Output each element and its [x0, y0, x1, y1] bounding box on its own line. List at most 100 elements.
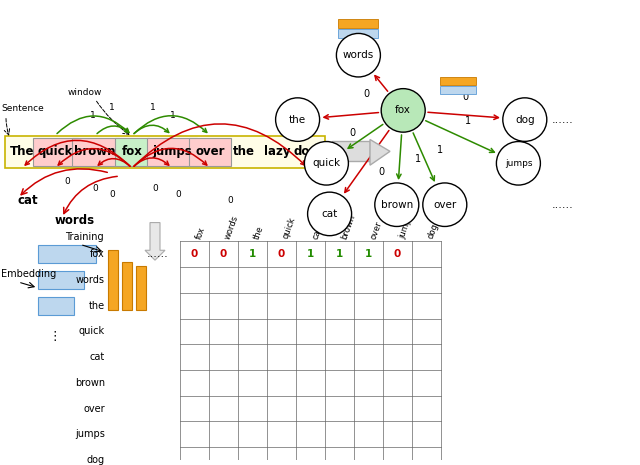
Text: jumps: jumps	[505, 159, 532, 168]
Text: 1: 1	[249, 249, 256, 259]
Text: 0: 0	[278, 249, 285, 259]
Text: 1: 1	[109, 103, 115, 113]
Circle shape	[503, 98, 547, 141]
Text: words: words	[76, 275, 105, 285]
Text: the: the	[253, 224, 266, 240]
Circle shape	[497, 141, 540, 185]
Text: dog: dog	[515, 114, 534, 125]
Text: quick: quick	[312, 158, 340, 168]
Polygon shape	[370, 140, 390, 165]
Circle shape	[337, 33, 380, 77]
Text: 0: 0	[378, 167, 384, 177]
Text: window: window	[68, 87, 102, 97]
Text: cat: cat	[90, 352, 105, 362]
Text: words: words	[223, 214, 241, 240]
Text: ......: ......	[552, 114, 573, 125]
Text: 0: 0	[364, 89, 370, 99]
FancyBboxPatch shape	[440, 86, 476, 94]
Text: lazy: lazy	[264, 146, 291, 159]
FancyArrowPatch shape	[58, 149, 130, 166]
Circle shape	[423, 183, 467, 226]
Text: fox: fox	[195, 225, 207, 240]
Text: 0: 0	[175, 190, 181, 199]
Text: dog: dog	[87, 455, 105, 465]
Circle shape	[375, 183, 419, 226]
Text: 1: 1	[415, 154, 421, 164]
Circle shape	[308, 192, 351, 236]
FancyBboxPatch shape	[339, 19, 378, 28]
FancyBboxPatch shape	[38, 297, 74, 315]
Text: 0: 0	[462, 92, 468, 102]
Text: quick: quick	[282, 216, 298, 240]
FancyBboxPatch shape	[136, 266, 146, 310]
FancyArrowPatch shape	[134, 158, 169, 166]
Text: jumps: jumps	[152, 146, 192, 159]
Text: ......: ......	[552, 199, 573, 210]
Text: fox: fox	[396, 106, 411, 115]
FancyBboxPatch shape	[339, 29, 378, 38]
Text: jumps: jumps	[397, 213, 415, 240]
Text: 0: 0	[349, 128, 355, 138]
FancyBboxPatch shape	[147, 138, 197, 166]
Text: dog.: dog.	[293, 146, 323, 159]
Text: dog: dog	[426, 222, 440, 240]
FancyArrowPatch shape	[99, 159, 130, 166]
Text: 1: 1	[170, 111, 176, 120]
FancyArrowPatch shape	[57, 116, 129, 133]
Text: Sentence: Sentence	[1, 104, 44, 113]
Text: cat: cat	[310, 225, 323, 240]
Text: cat: cat	[321, 209, 338, 219]
Text: fox: fox	[90, 249, 105, 259]
Text: 1: 1	[372, 146, 378, 156]
Text: fox: fox	[122, 146, 143, 159]
Text: ⋮: ⋮	[49, 330, 61, 343]
Text: over: over	[83, 404, 105, 413]
Text: 0: 0	[109, 190, 115, 199]
Text: 0: 0	[227, 196, 233, 206]
Text: The: The	[10, 146, 35, 159]
Text: Embedding: Embedding	[1, 269, 56, 279]
Text: brown: brown	[381, 199, 413, 210]
Text: brown: brown	[75, 378, 105, 388]
Text: quick: quick	[79, 326, 105, 336]
FancyArrowPatch shape	[134, 116, 207, 133]
Text: ......: ......	[147, 249, 169, 259]
Text: 0: 0	[191, 249, 198, 259]
Text: 1: 1	[150, 103, 156, 113]
Text: 1: 1	[465, 116, 472, 126]
Text: 0: 0	[152, 185, 158, 193]
Text: over: over	[369, 219, 383, 240]
FancyArrow shape	[145, 223, 165, 260]
FancyBboxPatch shape	[5, 135, 325, 168]
FancyArrowPatch shape	[134, 148, 207, 166]
FancyArrowPatch shape	[134, 124, 305, 166]
Text: 1: 1	[365, 249, 372, 259]
FancyBboxPatch shape	[33, 138, 77, 166]
FancyBboxPatch shape	[72, 138, 118, 166]
Text: words: words	[343, 50, 374, 60]
Circle shape	[305, 141, 348, 185]
Text: the: the	[89, 301, 105, 311]
FancyBboxPatch shape	[332, 141, 370, 161]
FancyBboxPatch shape	[115, 138, 149, 166]
Circle shape	[276, 98, 319, 141]
Text: brown: brown	[339, 213, 357, 240]
FancyArrowPatch shape	[97, 126, 129, 133]
Text: quick: quick	[37, 146, 73, 159]
FancyBboxPatch shape	[440, 77, 476, 85]
Text: jumps: jumps	[75, 429, 105, 439]
Text: over: over	[195, 146, 225, 159]
FancyBboxPatch shape	[38, 246, 96, 263]
Text: Training: Training	[65, 232, 104, 242]
Text: over: over	[433, 199, 456, 210]
Text: 0: 0	[220, 249, 227, 259]
Text: cat: cat	[18, 194, 38, 207]
FancyBboxPatch shape	[189, 138, 231, 166]
Text: words: words	[55, 214, 95, 227]
Text: the: the	[289, 114, 306, 125]
Text: brown: brown	[74, 146, 116, 159]
FancyBboxPatch shape	[38, 271, 84, 289]
Text: 1: 1	[336, 249, 343, 259]
Text: the: the	[233, 146, 255, 159]
Text: 1: 1	[437, 146, 444, 155]
